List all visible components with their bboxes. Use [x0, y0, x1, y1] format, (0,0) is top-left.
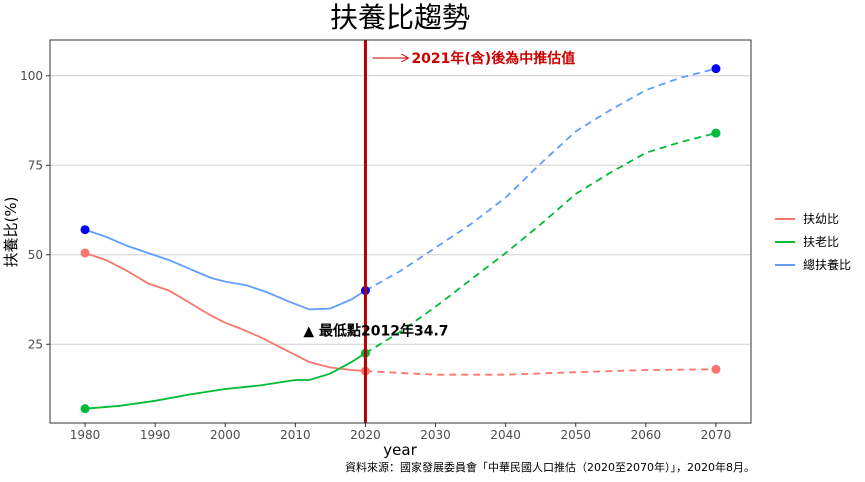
x-axis-title: year — [383, 441, 417, 459]
minimum-annotation: ▲ 最低點2012年34.7 — [303, 323, 448, 340]
series-line-actual-2 — [84, 228, 366, 311]
x-tick-label-1980: 1980 — [70, 428, 101, 442]
x-tick-label-2060: 2060 — [631, 428, 662, 442]
projection-note: 2021年(含)後為中推估值 — [411, 50, 575, 67]
series-line-projected-1 — [364, 132, 717, 354]
y-tick-label-50: 50 — [28, 248, 43, 262]
y-tick-label-75: 75 — [28, 158, 43, 172]
projection-arrow-head — [401, 53, 410, 63]
series-line-actual-1 — [85, 352, 366, 410]
x-tick-label-2070: 2070 — [701, 428, 732, 442]
source-caption: 資料來源：國家發展委員會「中華民國人口推估（2020至2070年）」，2020年… — [345, 460, 755, 474]
chart-title: 扶養比趨勢 — [330, 1, 470, 34]
plot-border — [49, 39, 752, 424]
plot-panel — [50, 40, 751, 423]
x-tick-label-2040: 2040 — [490, 428, 521, 442]
series-point-2-0 — [80, 225, 90, 235]
series-line-actual-0 — [84, 252, 366, 372]
series-point-2-2 — [711, 64, 721, 74]
x-tick-label-2000: 2000 — [210, 428, 241, 442]
series-point-0-2 — [711, 364, 721, 374]
legend-label-0: 扶幼比 — [803, 211, 839, 226]
series-point-1-0 — [80, 404, 90, 414]
y-tick-label-100: 100 — [20, 69, 43, 83]
x-tick-label-2010: 2010 — [280, 428, 311, 442]
x-tick-label-2050: 2050 — [560, 428, 591, 442]
x-tick-label-2020: 2020 — [350, 428, 381, 442]
series-point-1-2 — [711, 128, 721, 138]
series-line-projected-2 — [364, 67, 717, 292]
x-tick-label-2030: 2030 — [420, 428, 451, 442]
legend-label-1: 扶老比 — [803, 234, 839, 249]
y-axis-title: 扶養比(%) — [2, 197, 20, 268]
series-line-projected-0 — [365, 368, 716, 376]
y-tick-label-25: 25 — [28, 337, 43, 351]
legend-label-2: 總扶養比 — [803, 257, 851, 272]
x-tick-label-1990: 1990 — [140, 428, 171, 442]
series-point-0-0 — [80, 248, 90, 258]
